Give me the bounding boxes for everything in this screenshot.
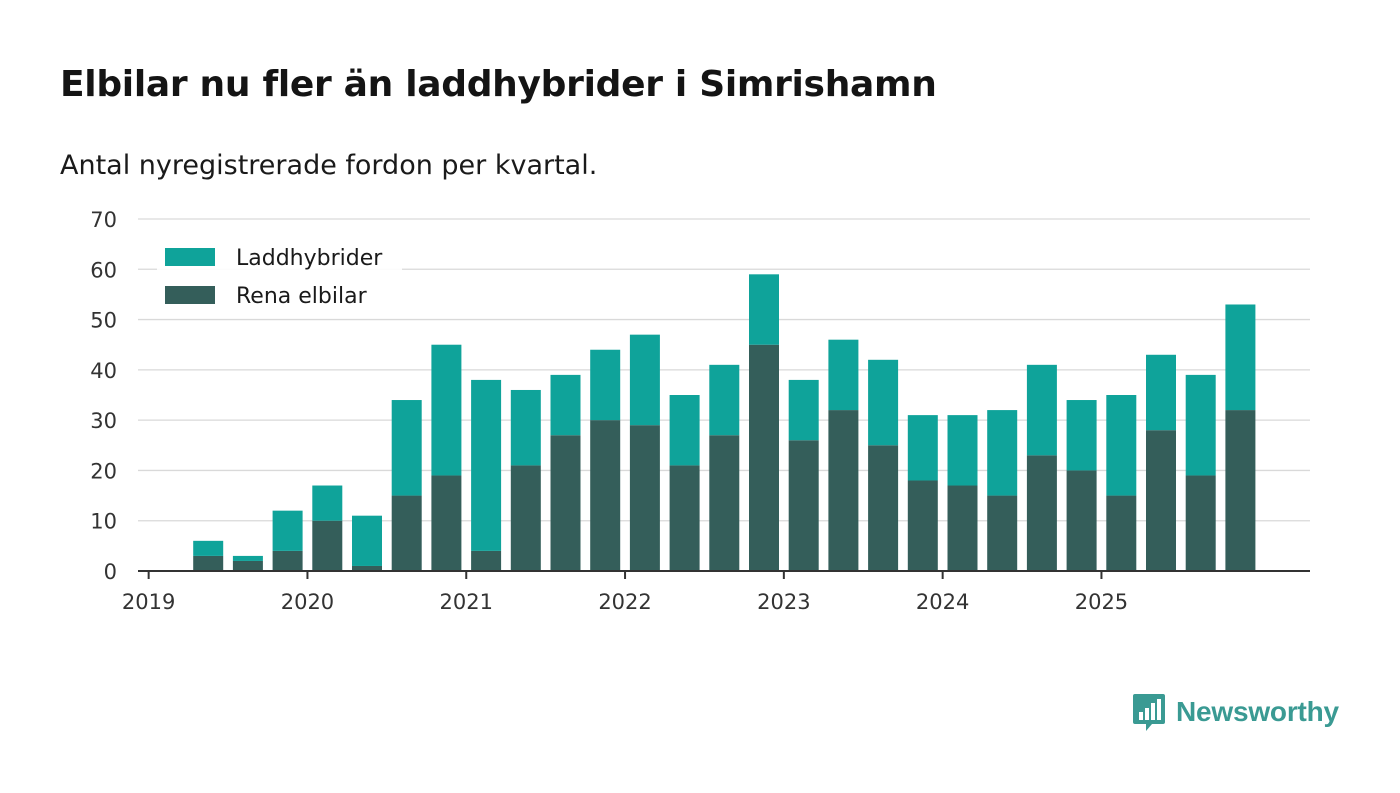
bar-rena-elbilar — [629, 425, 660, 571]
legend-swatch-laddhybrider — [165, 248, 215, 266]
bar-laddhybrider — [868, 359, 899, 446]
x-tick-label: 2021 — [440, 590, 493, 614]
y-tick-label: 0 — [104, 560, 117, 584]
bar-rena-elbilar — [907, 480, 938, 571]
bar-laddhybrider — [788, 379, 819, 441]
legend-label-rena-elbilar: Rena elbilar — [236, 284, 368, 309]
bar-rena-elbilar — [471, 550, 502, 571]
bar-laddhybrider — [431, 344, 462, 476]
bar-rena-elbilar — [669, 465, 700, 571]
bar-rena-elbilar — [987, 495, 1018, 571]
bar-laddhybrider — [1026, 364, 1057, 456]
x-tick-label: 2025 — [1075, 590, 1128, 614]
bar-rena-elbilar — [828, 410, 859, 571]
bar-rena-elbilar — [709, 435, 740, 571]
x-tick-label: 2019 — [122, 590, 175, 614]
bar-laddhybrider — [1106, 395, 1137, 496]
bar-laddhybrider — [749, 274, 779, 345]
bar-rena-elbilar — [947, 485, 978, 571]
y-tick-label: 10 — [90, 510, 117, 534]
bar-laddhybrider — [272, 510, 303, 551]
bar-rena-elbilar — [590, 420, 621, 571]
bar-laddhybrider — [1185, 374, 1216, 476]
bar-laddhybrider — [352, 515, 382, 566]
bar-rena-elbilar — [1026, 455, 1057, 571]
chart-title: Elbilar nu fler än laddhybrider i Simris… — [60, 64, 937, 105]
y-tick-label: 40 — [90, 359, 117, 383]
bar-rena-elbilar — [352, 565, 382, 571]
newsworthy-logo-text: Newsworthy — [1176, 696, 1339, 727]
chart-subtitle: Antal nyregistrerade fordon per kvartal. — [60, 150, 598, 181]
bar-laddhybrider — [590, 349, 621, 421]
bar-laddhybrider — [232, 555, 263, 561]
bar-rena-elbilar — [1146, 430, 1176, 571]
bar-laddhybrider — [629, 334, 660, 426]
x-tick-label: 2024 — [916, 590, 969, 614]
bar-rena-elbilar — [1225, 410, 1256, 571]
y-tick-label: 50 — [90, 309, 117, 333]
bar-laddhybrider — [947, 415, 978, 486]
bar-rena-elbilar — [272, 550, 303, 571]
bar-rena-elbilar — [391, 495, 422, 571]
bar-laddhybrider — [312, 485, 343, 521]
bar-rena-elbilar — [431, 475, 462, 571]
bar-laddhybrider — [510, 389, 541, 466]
y-tick-label: 20 — [90, 459, 117, 483]
bar-laddhybrider — [1225, 304, 1256, 411]
bar-rena-elbilar — [550, 435, 581, 571]
x-tick-label: 2020 — [281, 590, 334, 614]
bar-laddhybrider — [987, 410, 1018, 496]
bar-rena-elbilar — [1066, 470, 1097, 571]
bar-rena-elbilar — [1106, 495, 1137, 571]
bar-laddhybrider — [550, 374, 581, 436]
legend-swatch-rena-elbilar — [165, 286, 215, 304]
x-tick-label: 2022 — [598, 590, 651, 614]
bar-laddhybrider — [828, 339, 859, 411]
bar-rena-elbilar — [510, 465, 541, 571]
newsworthy-logo: Newsworthy — [1132, 692, 1339, 732]
bar-rena-elbilar — [868, 445, 899, 571]
legend-label-laddhybrider: Laddhybrider — [236, 246, 383, 271]
bar-laddhybrider — [193, 540, 224, 556]
bar-laddhybrider — [1146, 354, 1176, 431]
y-tick-label: 70 — [90, 208, 117, 232]
bar-rena-elbilar — [749, 344, 779, 571]
newsworthy-logo-icon — [1133, 694, 1165, 731]
y-tick-label: 30 — [90, 409, 117, 433]
y-tick-label: 60 — [90, 258, 117, 282]
bar-laddhybrider — [669, 395, 700, 466]
bar-laddhybrider — [907, 415, 938, 481]
bar-laddhybrider — [471, 379, 502, 551]
x-tick-label: 2023 — [757, 590, 810, 614]
bar-rena-elbilar — [232, 560, 263, 571]
bar-laddhybrider — [391, 400, 422, 496]
bar-laddhybrider — [1066, 400, 1097, 471]
bar-laddhybrider — [709, 364, 740, 436]
bar-rena-elbilar — [193, 555, 224, 571]
bar-rena-elbilar — [1185, 475, 1216, 571]
bar-rena-elbilar — [788, 440, 819, 571]
bar-rena-elbilar — [312, 520, 343, 571]
